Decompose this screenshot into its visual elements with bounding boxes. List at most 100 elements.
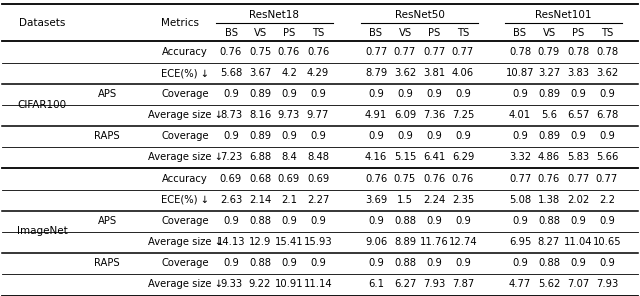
Text: 0.9: 0.9	[599, 89, 615, 99]
Text: RAPS: RAPS	[94, 258, 120, 268]
Text: ECE(%) ↓: ECE(%) ↓	[161, 195, 209, 205]
Text: 9.77: 9.77	[307, 110, 329, 120]
Text: 11.14: 11.14	[304, 279, 332, 289]
Text: TS: TS	[601, 28, 613, 38]
Text: 0.9: 0.9	[310, 216, 326, 226]
Text: 15.41: 15.41	[275, 237, 303, 247]
Text: ResNet50: ResNet50	[395, 9, 444, 20]
Text: 6.41: 6.41	[423, 152, 445, 162]
Text: 6.78: 6.78	[596, 110, 618, 120]
Text: PS: PS	[572, 28, 584, 38]
Text: Average size ↓: Average size ↓	[147, 152, 223, 162]
Text: 0.9: 0.9	[223, 216, 239, 226]
Text: Coverage: Coverage	[161, 258, 209, 268]
Text: 11.04: 11.04	[564, 237, 592, 247]
Text: TS: TS	[457, 28, 469, 38]
Text: 4.77: 4.77	[509, 279, 531, 289]
Text: 0.9: 0.9	[310, 258, 326, 268]
Text: VS: VS	[253, 28, 267, 38]
Text: ResNet101: ResNet101	[535, 9, 592, 20]
Text: 7.87: 7.87	[452, 279, 474, 289]
Text: PS: PS	[428, 28, 440, 38]
Text: PS: PS	[283, 28, 295, 38]
Text: Accuracy: Accuracy	[162, 174, 208, 184]
Text: 0.9: 0.9	[599, 131, 615, 141]
Text: 0.9: 0.9	[599, 258, 615, 268]
Text: 5.6: 5.6	[541, 110, 557, 120]
Text: 8.16: 8.16	[249, 110, 271, 120]
Text: 0.9: 0.9	[223, 258, 239, 268]
Text: 2.27: 2.27	[307, 195, 329, 205]
Text: 0.77: 0.77	[567, 174, 589, 184]
Text: 9.22: 9.22	[249, 279, 271, 289]
Text: 4.86: 4.86	[538, 152, 560, 162]
Text: 0.75: 0.75	[394, 174, 416, 184]
Text: RAPS: RAPS	[94, 131, 120, 141]
Text: 4.16: 4.16	[365, 152, 387, 162]
Text: 8.89: 8.89	[394, 237, 416, 247]
Text: 0.77: 0.77	[509, 174, 531, 184]
Text: ECE(%) ↓: ECE(%) ↓	[161, 68, 209, 78]
Text: 5.66: 5.66	[596, 152, 618, 162]
Text: VS: VS	[543, 28, 556, 38]
Text: 12.9: 12.9	[249, 237, 271, 247]
Text: 0.9: 0.9	[281, 216, 297, 226]
Text: 0.9: 0.9	[455, 258, 471, 268]
Text: 0.78: 0.78	[596, 47, 618, 57]
Text: Average size ↓: Average size ↓	[147, 237, 223, 247]
Text: 3.62: 3.62	[596, 68, 618, 78]
Text: 11.76: 11.76	[420, 237, 449, 247]
Text: 0.88: 0.88	[249, 216, 271, 226]
Text: Coverage: Coverage	[161, 131, 209, 141]
Text: 3.32: 3.32	[509, 152, 531, 162]
Text: 3.67: 3.67	[249, 68, 271, 78]
Text: 5.15: 5.15	[394, 152, 416, 162]
Text: 0.9: 0.9	[426, 89, 442, 99]
Text: 4.91: 4.91	[365, 110, 387, 120]
Text: ImageNet: ImageNet	[17, 226, 67, 237]
Text: 9.06: 9.06	[365, 237, 387, 247]
Text: 0.76: 0.76	[220, 47, 242, 57]
Text: BS: BS	[225, 28, 237, 38]
Text: 10.65: 10.65	[593, 237, 621, 247]
Text: 6.57: 6.57	[567, 110, 589, 120]
Text: 0.76: 0.76	[365, 174, 387, 184]
Text: 15.93: 15.93	[304, 237, 332, 247]
Text: 9.33: 9.33	[220, 279, 242, 289]
Text: 0.9: 0.9	[570, 131, 586, 141]
Text: 0.78: 0.78	[509, 47, 531, 57]
Text: 0.9: 0.9	[281, 131, 297, 141]
Text: 6.27: 6.27	[394, 279, 416, 289]
Text: 3.81: 3.81	[423, 68, 445, 78]
Text: 0.89: 0.89	[538, 131, 560, 141]
Text: 0.9: 0.9	[368, 258, 384, 268]
Text: 0.89: 0.89	[249, 131, 271, 141]
Text: 5.68: 5.68	[220, 68, 242, 78]
Text: 7.23: 7.23	[220, 152, 242, 162]
Text: 0.77: 0.77	[423, 47, 445, 57]
Text: 0.9: 0.9	[512, 216, 528, 226]
Text: 0.9: 0.9	[426, 258, 442, 268]
Text: 14.13: 14.13	[217, 237, 245, 247]
Text: 0.9: 0.9	[570, 216, 586, 226]
Text: 0.9: 0.9	[310, 89, 326, 99]
Text: 8.79: 8.79	[365, 68, 387, 78]
Text: 2.35: 2.35	[452, 195, 474, 205]
Text: 0.75: 0.75	[249, 47, 271, 57]
Text: ResNet18: ResNet18	[250, 9, 300, 20]
Text: 0.9: 0.9	[397, 89, 413, 99]
Text: 12.74: 12.74	[449, 237, 477, 247]
Text: 0.9: 0.9	[368, 216, 384, 226]
Text: 5.08: 5.08	[509, 195, 531, 205]
Text: 1.5: 1.5	[397, 195, 413, 205]
Text: 0.77: 0.77	[394, 47, 416, 57]
Text: 0.77: 0.77	[596, 174, 618, 184]
Text: Average size ↓: Average size ↓	[147, 279, 223, 289]
Text: 2.2: 2.2	[599, 195, 615, 205]
Text: 0.77: 0.77	[365, 47, 387, 57]
Text: 4.01: 4.01	[509, 110, 531, 120]
Text: 2.1: 2.1	[281, 195, 297, 205]
Text: 0.69: 0.69	[278, 174, 300, 184]
Text: 0.9: 0.9	[397, 131, 413, 141]
Text: 2.24: 2.24	[423, 195, 445, 205]
